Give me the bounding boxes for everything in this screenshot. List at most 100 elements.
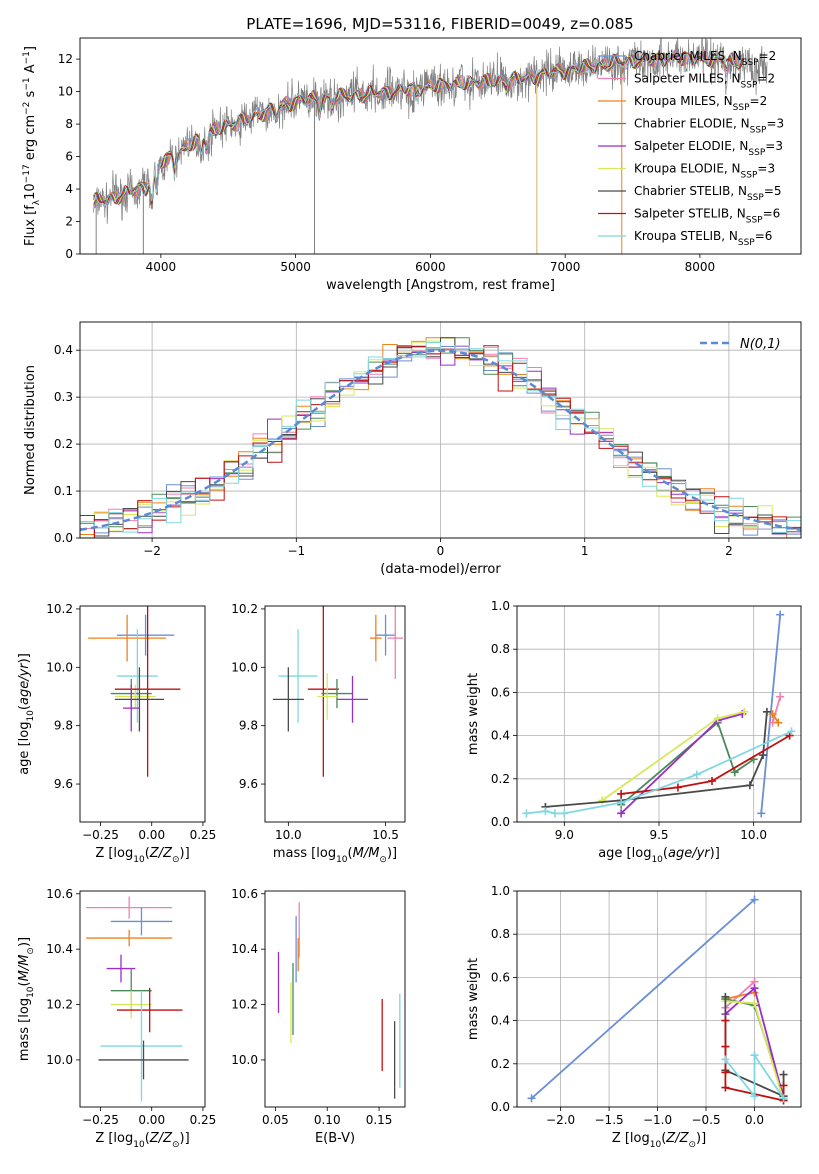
x-tick-label: −1.5 [595, 1113, 624, 1127]
legend-sub: SSP [733, 103, 750, 113]
axes-frame [264, 890, 406, 1108]
weight-point-marker [730, 768, 739, 777]
x-tick-label: 9.5 [649, 828, 668, 842]
y-tick-label: 9.8 [239, 719, 258, 733]
label-part: 10 [133, 1140, 145, 1150]
weight-series-line [620, 734, 791, 795]
label-part: Z [log [612, 1131, 650, 1146]
label-part: ( [145, 846, 150, 861]
legend-sub: SSP [746, 216, 763, 226]
label-part: age [log [598, 846, 651, 861]
label-part: A [23, 64, 38, 77]
x-tick-label: 0.05 [262, 1113, 289, 1127]
legend-label: N(0,1) [740, 337, 781, 352]
y-tick-label: 10.4 [46, 942, 73, 956]
plot-area [277, 902, 401, 1099]
label-part: 10 [650, 1140, 662, 1150]
y-tick-label: 0.0 [491, 1100, 510, 1114]
weight-point-marker [541, 807, 550, 816]
legend-label: Chabrier MILES, NSSP=2 [634, 49, 776, 68]
x-tick-label: 4000 [146, 260, 177, 274]
plot-area [88, 606, 181, 777]
label-part: Z/Z [149, 1131, 173, 1146]
axes-age-vs-z: −0.25 0.00 0.259.69.810.010.2Z [log10(Z/Z⊙… [17, 602, 216, 865]
figure-title: PLATE=1696, MJD=53116, FIBERID=0049, z=0… [246, 15, 633, 33]
weight-point-marker [560, 809, 569, 818]
label-part: Z [log [95, 846, 133, 861]
legend-label: Salpeter MILES, NSSP=2 [634, 72, 775, 91]
axes-weight-vs-age: 9.0 9.5 10.0 0.0 0.2 0.4 0.6 0.8 1.0 age [log10(a… [466, 599, 802, 865]
y-tick-label: 10.0 [231, 660, 258, 674]
y-tick-label: 0.2 [491, 1057, 510, 1071]
plot-area [86, 896, 189, 1102]
y-tick-label: 9.6 [54, 777, 73, 791]
label-part: λ [32, 199, 42, 205]
weight-point-marker [759, 751, 768, 760]
label-part: 10 [26, 710, 36, 722]
weight-point-marker [708, 776, 717, 785]
label-part: E(B-V) [315, 1131, 355, 1146]
label-part: ( [17, 981, 32, 986]
x-tick-label: −1 [287, 544, 305, 558]
label-part: ( [663, 846, 668, 861]
x-tick-label: 0 [437, 544, 445, 558]
x-tick-label: 8000 [685, 260, 716, 274]
y-tick-label: 12 [58, 52, 73, 66]
x-tick-label: 9.0 [555, 828, 574, 842]
legend-sub: SSP [738, 238, 755, 248]
axes-frame [79, 37, 802, 255]
y-axis-label: mass weight [466, 673, 481, 755]
weight-point-marker [750, 1092, 759, 1101]
label-part: 10 [26, 986, 36, 998]
weight-point-marker [774, 718, 783, 727]
axes-frame [79, 890, 206, 1108]
weight-point-marker [550, 809, 559, 818]
plot-area [522, 610, 796, 818]
x-tick-label: 0.0 [745, 1113, 764, 1127]
label-part: ( [661, 1131, 666, 1146]
residual-histogram-step [80, 342, 801, 538]
residual-histogram-step [80, 345, 801, 538]
label-part: 10 [336, 855, 348, 865]
weight-point-marker [713, 714, 722, 723]
weight-series-line [771, 696, 782, 723]
x-tick-label: 0.25 [190, 1113, 217, 1127]
x-axis-label: E(B-V) [315, 1131, 355, 1146]
legend-name: Kroupa STELIB, N [634, 229, 738, 243]
legend-sub: SSP [741, 171, 758, 181]
axes-frame [264, 605, 406, 823]
y-tick-label: 0.4 [491, 729, 510, 743]
x-tick-label: 6000 [415, 260, 446, 274]
label-part: ( [145, 1131, 150, 1146]
weight-point-marker [721, 1055, 730, 1064]
legend-name: Kroupa MILES, N [634, 94, 733, 108]
legend-name: Kroupa ELODIE, N [634, 162, 741, 176]
legend-name: Salpeter MILES, N [634, 72, 741, 86]
plot-area [80, 337, 801, 538]
label-part: age [log [17, 722, 32, 775]
x-tick-label: 0.15 [366, 1113, 393, 1127]
weight-point-marker [673, 783, 682, 792]
weight-point-marker [745, 781, 754, 790]
weight-point-marker [721, 1068, 730, 1077]
legend-label: Chabrier STELIB, NSSP=5 [634, 184, 782, 203]
label-part: −2 [22, 102, 32, 115]
y-tick-label: 2 [65, 215, 73, 229]
x-tick-label: 7000 [550, 260, 581, 274]
y-axis-label: mass [log10(M/M⊙)] [17, 937, 36, 1061]
weight-point-marker [779, 1081, 788, 1090]
y-tick-label: 8 [65, 117, 73, 131]
weight-series-line [545, 711, 768, 808]
legend-label: Salpeter STELIB, NSSP=6 [634, 207, 780, 226]
label-part: wavelength [Angstrom, rest frame] [326, 278, 555, 293]
x-axis-label: (data-model)/error [380, 562, 501, 577]
y-axis-label: Normed distribution [23, 365, 38, 495]
axes-frame [516, 890, 802, 1108]
x-tick-label: −1.0 [643, 1113, 672, 1127]
x-axis-label: age [log10(age/yr)] [598, 846, 720, 865]
weight-point-marker [750, 1051, 759, 1060]
weight-point-marker [692, 770, 701, 779]
label-part: )] [387, 846, 397, 861]
label-part: ⊙ [172, 855, 180, 865]
